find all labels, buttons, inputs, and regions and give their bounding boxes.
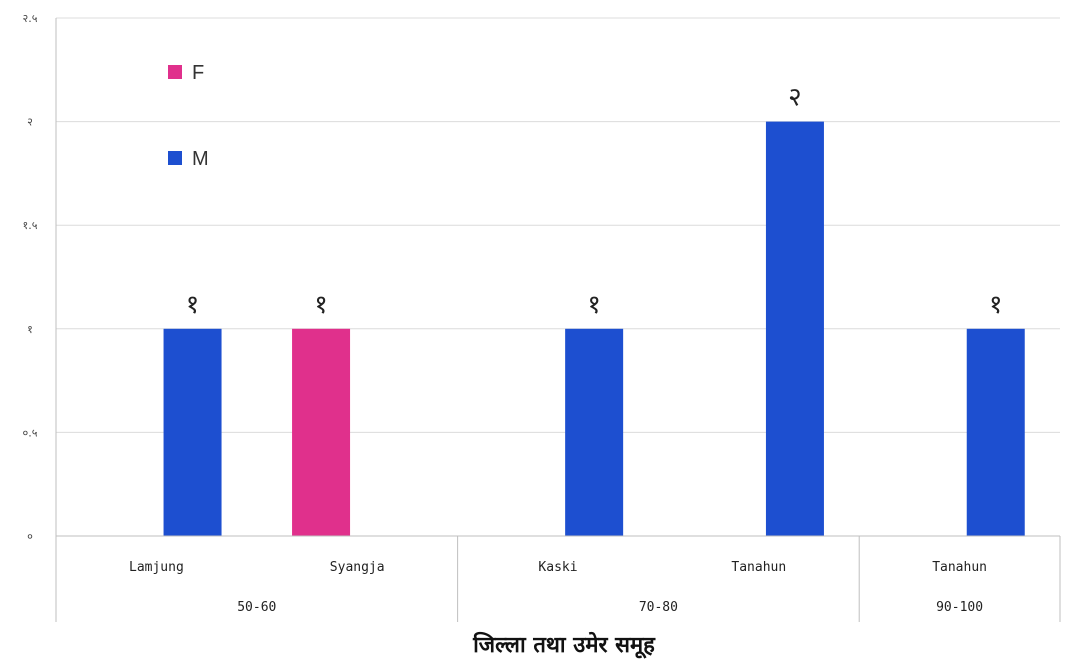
y-tick-label: ०.५ xyxy=(23,426,38,439)
bar xyxy=(966,328,1025,536)
x-category-label: Lamjung xyxy=(129,560,184,575)
data-label: १ xyxy=(587,290,601,320)
x-category-label: Syangja xyxy=(330,560,385,575)
legend-label: F xyxy=(192,62,204,84)
data-labels: १ १ १ २ १ xyxy=(186,83,1003,320)
x-group-label: 90-100 xyxy=(936,600,983,615)
bar xyxy=(565,328,624,536)
bar xyxy=(163,328,222,536)
gridlines xyxy=(56,17,1060,433)
y-axis-ticks: ० ०.५ १ १.५ २ २.५ xyxy=(23,12,38,543)
y-tick-label: १ xyxy=(27,323,33,336)
legend-swatch xyxy=(168,65,182,79)
x-group-label: 70-80 xyxy=(639,600,678,615)
x-group-label: 50-60 xyxy=(237,600,276,615)
y-tick-label: १.५ xyxy=(23,219,38,232)
bar xyxy=(765,121,824,536)
bar xyxy=(292,328,351,536)
legend-swatch xyxy=(168,151,182,165)
x-category-label: Kaski xyxy=(538,560,577,575)
data-label: १ xyxy=(314,290,328,320)
x-axis-title: जिल्ला तथा उमेर समूह xyxy=(472,631,656,659)
data-label: १ xyxy=(186,290,200,320)
legend: FM xyxy=(168,62,209,170)
x-category-label: Tanahun xyxy=(731,560,786,575)
data-label: १ xyxy=(989,290,1003,320)
legend-label: M xyxy=(192,148,209,170)
y-tick-label: ० xyxy=(27,530,33,543)
data-label: २ xyxy=(788,83,802,113)
bars xyxy=(163,121,1025,536)
x-axis: Lamjung Syangja Kaski Tanahun Tanahun 50-60 70… xyxy=(55,18,1061,622)
y-tick-label: २.५ xyxy=(23,12,38,25)
x-category-label: Tanahun xyxy=(932,560,987,575)
y-tick-label: २ xyxy=(27,116,33,129)
